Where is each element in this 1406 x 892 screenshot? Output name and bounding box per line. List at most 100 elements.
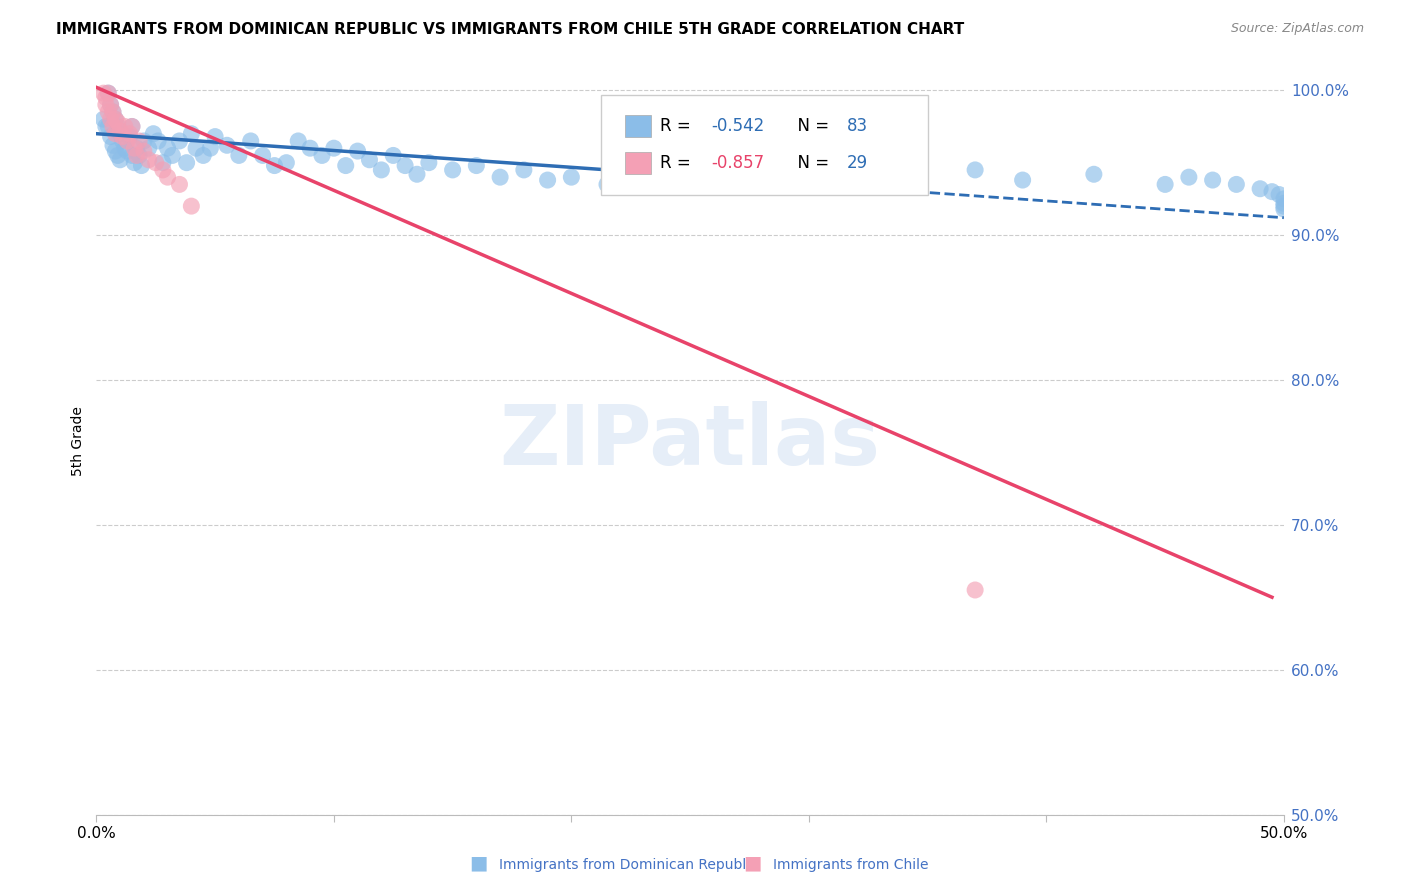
Point: [114, 120, 136, 134]
Point: [311, 148, 333, 162]
Point: [489, 170, 512, 185]
Point: [121, 120, 143, 134]
Point: [727, 170, 749, 185]
Point: [111, 134, 134, 148]
Point: [228, 148, 250, 162]
Point: [1178, 170, 1201, 185]
FancyBboxPatch shape: [624, 115, 651, 137]
Point: [100, 129, 122, 144]
Text: 29: 29: [846, 154, 868, 172]
Point: [204, 129, 226, 144]
Point: [1154, 178, 1177, 192]
Point: [465, 159, 488, 173]
Point: [114, 141, 136, 155]
Point: [180, 199, 202, 213]
Point: [1225, 178, 1247, 192]
Point: [239, 134, 262, 148]
Point: [108, 153, 131, 167]
Point: [115, 144, 138, 158]
Point: [821, 162, 844, 177]
Point: [104, 112, 127, 127]
Point: [93, 112, 115, 127]
Point: [128, 148, 150, 162]
Point: [156, 170, 179, 185]
Point: [596, 178, 619, 192]
Point: [125, 148, 148, 162]
Point: [108, 127, 131, 141]
Point: [93, 86, 115, 100]
Y-axis label: 5th Grade: 5th Grade: [72, 407, 86, 476]
Point: [1268, 187, 1291, 202]
Point: [152, 155, 174, 169]
Point: [169, 178, 191, 192]
Point: [287, 134, 309, 148]
Point: [184, 141, 207, 155]
Point: [145, 155, 167, 169]
Point: [169, 134, 191, 148]
Point: [1272, 202, 1295, 216]
Text: N =: N =: [787, 117, 835, 135]
Text: 83: 83: [846, 117, 868, 135]
Point: [276, 155, 298, 169]
Point: [111, 129, 134, 144]
Point: [200, 141, 222, 155]
Point: [1261, 185, 1284, 199]
Point: [152, 162, 174, 177]
Point: [1249, 182, 1271, 196]
Text: R =: R =: [661, 117, 696, 135]
Text: N =: N =: [787, 154, 835, 172]
Point: [101, 105, 124, 120]
Point: [335, 159, 357, 173]
Point: [1272, 192, 1295, 206]
Point: [115, 134, 138, 148]
Point: [162, 148, 184, 162]
Point: [215, 138, 238, 153]
Point: [100, 97, 122, 112]
Point: [138, 141, 160, 155]
Point: [1201, 173, 1223, 187]
Point: [100, 97, 122, 112]
Point: [180, 127, 202, 141]
Point: [370, 162, 392, 177]
Point: [132, 144, 155, 158]
Text: Source: ZipAtlas.com: Source: ZipAtlas.com: [1230, 22, 1364, 36]
FancyBboxPatch shape: [600, 95, 928, 195]
Point: [359, 153, 381, 167]
Point: [176, 155, 198, 169]
Point: [1272, 196, 1295, 211]
Text: ZIPatlas: ZIPatlas: [499, 401, 880, 482]
Point: [107, 115, 129, 129]
Text: -0.857: -0.857: [711, 154, 765, 172]
FancyBboxPatch shape: [624, 152, 651, 175]
Text: Immigrants from Chile: Immigrants from Chile: [773, 858, 929, 872]
Text: IMMIGRANTS FROM DOMINICAN REPUBLIC VS IMMIGRANTS FROM CHILE 5TH GRADE CORRELATIO: IMMIGRANTS FROM DOMINICAN REPUBLIC VS IM…: [56, 22, 965, 37]
Point: [107, 120, 129, 134]
Point: [299, 141, 322, 155]
Point: [193, 148, 215, 162]
Point: [94, 97, 117, 112]
Point: [121, 148, 143, 162]
Text: Immigrants from Dominican Republic: Immigrants from Dominican Republic: [499, 858, 758, 872]
Point: [101, 138, 124, 153]
Point: [346, 144, 368, 158]
Point: [104, 127, 127, 141]
Point: [893, 170, 915, 185]
Point: [441, 162, 464, 177]
Point: [394, 159, 416, 173]
Point: [124, 141, 146, 155]
Point: [97, 86, 120, 100]
Point: [142, 127, 165, 141]
Point: [94, 90, 117, 104]
Point: [97, 86, 120, 100]
Point: [536, 173, 558, 187]
Point: [131, 159, 153, 173]
Point: [965, 582, 987, 597]
Point: [121, 120, 143, 134]
Point: [513, 162, 536, 177]
Point: [101, 105, 124, 120]
Point: [406, 167, 429, 181]
Point: [146, 134, 169, 148]
Point: [108, 124, 131, 138]
Text: -0.542: -0.542: [711, 117, 765, 135]
Point: [263, 159, 285, 173]
